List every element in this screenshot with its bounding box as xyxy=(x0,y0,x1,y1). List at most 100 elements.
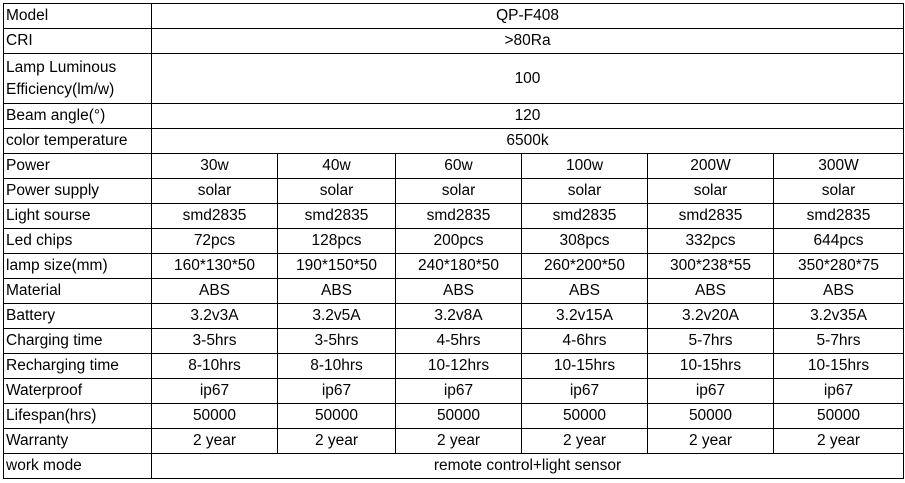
row-label: Battery xyxy=(3,303,152,329)
row-label: Model xyxy=(3,3,152,29)
table-cell: 300W xyxy=(772,153,905,179)
row-label: Power supply xyxy=(3,178,152,204)
table-cell: 5-7hrs xyxy=(772,328,905,354)
table-cell: 10-12hrs xyxy=(395,353,522,379)
table-cell: 3.2v3A xyxy=(151,303,278,329)
row-material: Material ABS ABS ABS ABS ABS ABS xyxy=(3,278,905,304)
row-value: 120 xyxy=(150,103,905,129)
table-cell: ABS xyxy=(395,278,522,304)
table-cell: 3.2v20A xyxy=(647,303,774,329)
table-cell: 3.2v8A xyxy=(395,303,522,329)
table-cell: ip67 xyxy=(772,378,905,404)
table-cell: ip67 xyxy=(647,378,774,404)
row-waterproof: Waterproof ip67 ip67 ip67 ip67 ip67 ip67 xyxy=(3,378,905,404)
table-cell: 30w xyxy=(151,153,278,179)
table-cell: 200W xyxy=(647,153,774,179)
row-label: color temperature xyxy=(3,128,152,154)
table-cell: 2 year xyxy=(151,428,278,454)
table-cell: 332pcs xyxy=(647,228,774,254)
row-model: Model QP-F408 xyxy=(3,3,905,29)
table-cell: 8-10hrs xyxy=(277,353,396,379)
row-label: Lamp Luminous Efficiency(lm/w) xyxy=(3,53,152,104)
table-cell: smd2835 xyxy=(277,203,396,229)
row-label: Recharging time xyxy=(3,353,152,379)
row-light-source: Light sourse smd2835 smd2835 smd2835 smd… xyxy=(3,203,905,229)
row-battery: Battery 3.2v3A 3.2v5A 3.2v8A 3.2v15A 3.2… xyxy=(3,303,905,329)
table-cell: 3-5hrs xyxy=(151,328,278,354)
table-cell: 308pcs xyxy=(521,228,648,254)
table-cell: smd2835 xyxy=(647,203,774,229)
row-label: Lifespan(hrs) xyxy=(3,403,152,429)
table-cell: 50000 xyxy=(395,403,522,429)
table-cell: ip67 xyxy=(151,378,278,404)
row-label: Material xyxy=(3,278,152,304)
table-cell: ip67 xyxy=(395,378,522,404)
table-cell: 3.2v15A xyxy=(521,303,648,329)
table-cell: ip67 xyxy=(277,378,396,404)
table-cell: 50000 xyxy=(151,403,278,429)
table-cell: 2 year xyxy=(521,428,648,454)
table-cell: solar xyxy=(772,178,905,204)
row-color-temperature: color temperature 6500k xyxy=(3,128,905,154)
row-beam-angle: Beam angle(°) 120 xyxy=(3,103,905,129)
row-label: work mode xyxy=(3,453,152,479)
table-cell: 2 year xyxy=(772,428,905,454)
table-cell: solar xyxy=(277,178,396,204)
table-cell: 2 year xyxy=(395,428,522,454)
row-warranty: Warranty 2 year 2 year 2 year 2 year 2 y… xyxy=(3,428,905,454)
row-power-supply: Power supply solar solar solar solar sol… xyxy=(3,178,905,204)
row-lifespan: Lifespan(hrs) 50000 50000 50000 50000 50… xyxy=(3,403,905,429)
table-cell: 10-15hrs xyxy=(647,353,774,379)
table-cell: 50000 xyxy=(647,403,774,429)
table-cell: 200pcs xyxy=(395,228,522,254)
row-label: Waterproof xyxy=(3,378,152,404)
table-cell: 240*180*50 xyxy=(395,253,522,279)
row-recharging-time: Recharging time 8-10hrs 8-10hrs 10-12hrs… xyxy=(3,353,905,379)
table-cell: 300*238*55 xyxy=(647,253,774,279)
row-label: Warranty xyxy=(3,428,152,454)
row-label: Led chips xyxy=(3,228,152,254)
table-cell: 50000 xyxy=(277,403,396,429)
table-cell: solar xyxy=(395,178,522,204)
row-label: CRI xyxy=(3,28,152,54)
row-led-chips: Led chips 72pcs 128pcs 200pcs 308pcs 332… xyxy=(3,228,905,254)
table-cell: 50000 xyxy=(521,403,648,429)
table-cell: 260*200*50 xyxy=(521,253,648,279)
table-cell: 50000 xyxy=(772,403,905,429)
table-cell: 5-7hrs xyxy=(647,328,774,354)
row-efficiency: Lamp Luminous Efficiency(lm/w) 100 xyxy=(3,53,905,104)
row-value: remote control+light sensor xyxy=(150,453,905,479)
table-cell: smd2835 xyxy=(772,203,905,229)
table-cell: 3.2v35A xyxy=(772,303,905,329)
table-cell: 100w xyxy=(521,153,648,179)
table-cell: 8-10hrs xyxy=(151,353,278,379)
row-label: lamp size(mm) xyxy=(3,253,152,279)
row-cri: CRI >80Ra xyxy=(3,28,905,54)
row-power: Power 30w 40w 60w 100w 200W 300W xyxy=(3,153,905,179)
table-cell: 3.2v5A xyxy=(277,303,396,329)
table-cell: solar xyxy=(647,178,774,204)
table-cell: 72pcs xyxy=(151,228,278,254)
spec-table: Model QP-F408 CRI >80Ra Lamp Luminous Ef… xyxy=(3,3,905,479)
table-cell: smd2835 xyxy=(521,203,648,229)
table-cell: solar xyxy=(521,178,648,204)
table-cell: 3-5hrs xyxy=(277,328,396,354)
row-work-mode: work mode remote control+light sensor xyxy=(3,453,905,479)
table-cell: ABS xyxy=(772,278,905,304)
table-cell: 40w xyxy=(277,153,396,179)
table-cell: 160*130*50 xyxy=(151,253,278,279)
row-label: Power xyxy=(3,153,152,179)
table-cell: 190*150*50 xyxy=(277,253,396,279)
row-value: >80Ra xyxy=(150,28,905,54)
table-cell: 128pcs xyxy=(277,228,396,254)
row-value: 100 xyxy=(150,53,905,104)
table-cell: 4-5hrs xyxy=(395,328,522,354)
table-cell: 60w xyxy=(395,153,522,179)
table-cell: smd2835 xyxy=(151,203,278,229)
table-cell: ABS xyxy=(521,278,648,304)
table-cell: ip67 xyxy=(521,378,648,404)
row-value: QP-F408 xyxy=(150,3,905,29)
row-label: Charging time xyxy=(3,328,152,354)
row-value: 6500k xyxy=(150,128,905,154)
table-cell: ABS xyxy=(647,278,774,304)
